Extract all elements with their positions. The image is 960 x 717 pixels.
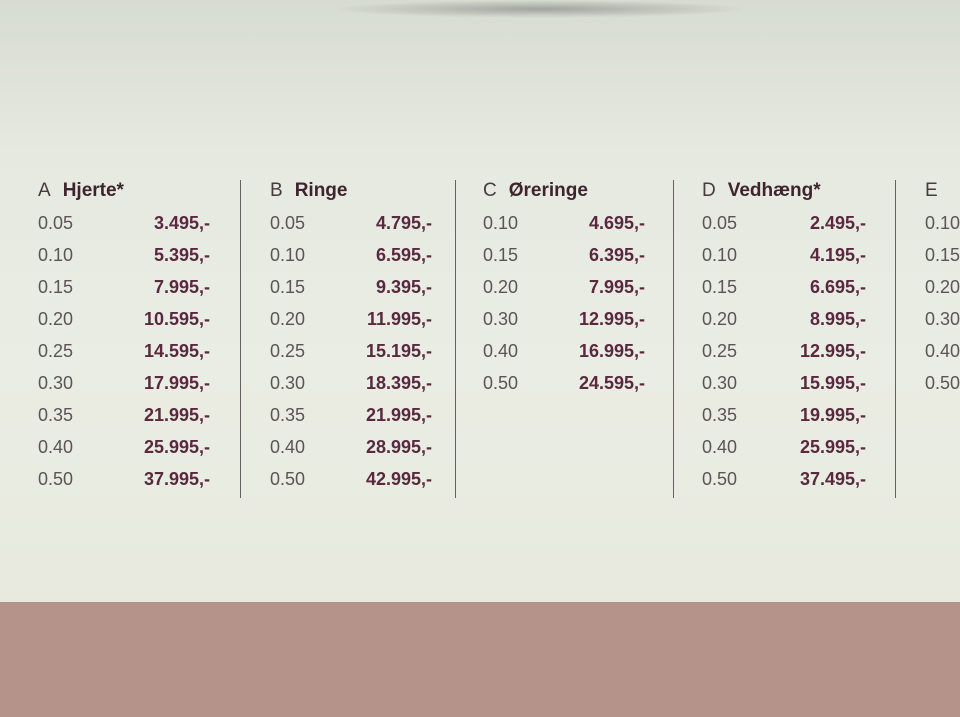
price: 11.995,- — [366, 309, 432, 329]
column-letter: C — [483, 180, 497, 201]
price: 21.995,- — [143, 405, 210, 425]
carat-size: 0.35 — [38, 405, 74, 425]
price: 16.995,- — [578, 341, 645, 361]
column-letter: A — [38, 180, 51, 201]
carat-size: 0.40 — [38, 437, 74, 457]
column-e-header: E — [925, 178, 950, 204]
carat-size: 0.30 — [270, 373, 306, 393]
carat-size: 0.10 — [702, 245, 738, 265]
column-divider — [673, 180, 674, 498]
carat-size: 0.15 — [270, 277, 306, 297]
carat-size: 0.25 — [270, 341, 306, 361]
price: 5.395,- — [153, 245, 210, 265]
carat-size: 0.30 — [483, 309, 519, 329]
price: 12.995,- — [799, 341, 866, 361]
price: 15.995,- — [799, 373, 866, 393]
carat-size: 0.40 — [925, 341, 960, 361]
carat-size: 0.25 — [38, 341, 74, 361]
carat-size: 0.35 — [270, 405, 306, 425]
carat-size: 0.15 — [702, 277, 738, 297]
carat-size: 0.35 — [702, 405, 738, 425]
top-shadow — [330, 0, 750, 18]
price: 6.595,- — [375, 245, 432, 265]
carat-size: 0.40 — [483, 341, 519, 361]
price: 4.695,- — [588, 213, 645, 233]
column-letter: D — [702, 180, 716, 201]
price: 4.195,- — [809, 245, 866, 265]
price: 25.995,- — [799, 437, 866, 457]
carat-size: 0.10 — [270, 245, 306, 265]
carat-size: 0.15 — [38, 277, 74, 297]
column-title: Hjerte* — [62, 180, 124, 201]
carat-size: 0.50 — [702, 469, 738, 489]
carat-size: 0.15 — [925, 245, 960, 265]
price: 24.595,- — [578, 373, 645, 393]
carat-size: 0.20 — [38, 309, 74, 329]
column-e: E 0.10 0.15 0.20 0.30 0.40 0.50 — [925, 178, 960, 438]
carat-size: 0.40 — [270, 437, 306, 457]
price: 7.995,- — [153, 277, 210, 297]
carat-size: 0.05 — [38, 213, 74, 233]
carat-size: 0.20 — [483, 277, 519, 297]
price: 10.595,- — [143, 309, 210, 329]
price: 42.995,- — [365, 469, 432, 489]
carat-size: 0.05 — [702, 213, 738, 233]
price: 37.495,- — [799, 469, 866, 489]
carat-size: 0.50 — [925, 373, 960, 393]
price: 18.395,- — [365, 373, 432, 393]
column-d-header: D Vedhæng* — [702, 178, 821, 204]
price-sheet — [0, 0, 960, 602]
price: 15.195,- — [365, 341, 432, 361]
price: 37.995,- — [143, 469, 210, 489]
price: 2.495,- — [809, 213, 866, 233]
carat-size: 0.10 — [38, 245, 74, 265]
carat-size: 0.10 — [483, 213, 519, 233]
carat-size: 0.15 — [483, 245, 519, 265]
carat-size: 0.50 — [270, 469, 306, 489]
price: 9.395,- — [375, 277, 432, 297]
column-letter: E — [925, 180, 938, 201]
carat-size: 0.30 — [702, 373, 738, 393]
carat-size: 0.50 — [483, 373, 519, 393]
carat-size: 0.30 — [925, 309, 960, 329]
column-b-header: B Ringe — [270, 178, 347, 204]
column-letter: B — [270, 180, 283, 201]
column-title: Ringe — [294, 180, 348, 201]
carat-size: 0.25 — [702, 341, 738, 361]
carat-size: 0.20 — [702, 309, 738, 329]
price: 12.995,- — [578, 309, 645, 329]
carat-size: 0.20 — [270, 309, 306, 329]
column-title: Vedhæng* — [727, 180, 821, 201]
price: 6.695,- — [809, 277, 866, 297]
column-divider — [895, 180, 896, 498]
price: 3.495,- — [153, 213, 210, 233]
carat-size: 0.20 — [925, 277, 960, 297]
column-divider — [455, 180, 456, 498]
column-c-header: C Øreringe — [483, 178, 588, 204]
price: 8.995,- — [809, 309, 866, 329]
carat-size: 0.10 — [925, 213, 960, 233]
carat-size: 0.50 — [38, 469, 74, 489]
price: 21.995,- — [365, 405, 432, 425]
bottom-strip — [0, 602, 960, 717]
price: 4.795,- — [375, 213, 432, 233]
price: 25.995,- — [143, 437, 210, 457]
price: 28.995,- — [365, 437, 432, 457]
carat-size: 0.30 — [38, 373, 74, 393]
column-title: Øreringe — [508, 180, 588, 201]
column-divider — [240, 180, 241, 498]
carat-size: 0.40 — [702, 437, 738, 457]
price: 19.995,- — [799, 405, 866, 425]
price: 17.995,- — [143, 373, 210, 393]
price: 7.995,- — [588, 277, 645, 297]
price: 14.595,- — [143, 341, 210, 361]
column-a-header: A Hjerte* — [38, 178, 124, 204]
carat-size: 0.05 — [270, 213, 306, 233]
price: 6.395,- — [588, 245, 645, 265]
